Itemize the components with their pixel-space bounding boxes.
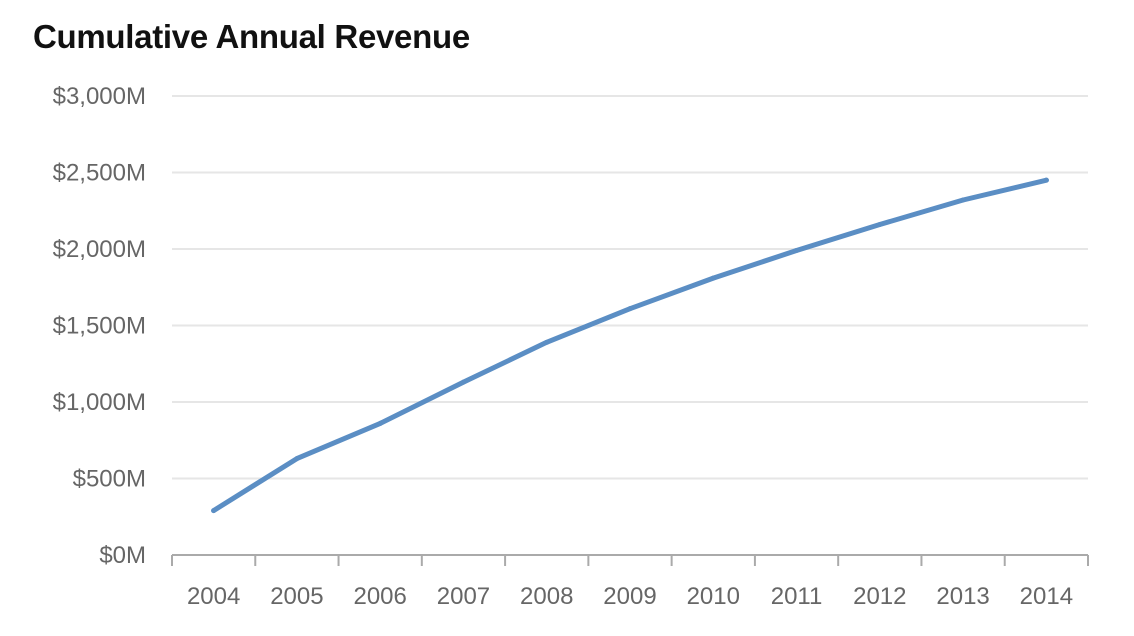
x-tick-label: 2008 — [520, 583, 573, 610]
x-tick-label: 2014 — [1020, 583, 1073, 610]
x-tick-label: 2004 — [187, 583, 240, 610]
data-point — [460, 379, 466, 385]
series-line — [211, 177, 1049, 514]
x-tick-label: 2009 — [603, 583, 656, 610]
x-tick-label: 2011 — [771, 583, 823, 610]
data-point — [710, 275, 716, 281]
x-tick-label: 2010 — [687, 583, 740, 610]
y-tick-label: $3,000M — [53, 83, 146, 110]
x-tick-label: 2007 — [437, 583, 490, 610]
y-tick-label: $1,500M — [53, 313, 146, 340]
data-point — [960, 197, 966, 203]
y-axis-labels: $0M $500M $1,000M $1,500M $2,000M $2,500M $3,0… — [53, 83, 146, 569]
x-tick-label: 2005 — [270, 583, 323, 610]
y-tick-label: $2,000M — [53, 236, 146, 263]
x-tick-label: 2013 — [936, 583, 989, 610]
data-point — [1043, 177, 1049, 183]
data-point — [544, 339, 550, 345]
gridlines — [172, 95, 1088, 480]
data-point — [377, 420, 383, 426]
y-tick-label: $2,500M — [53, 160, 146, 187]
y-tick-label: $500M — [73, 466, 146, 493]
x-tick-label: 2012 — [853, 583, 906, 610]
data-point — [211, 508, 217, 514]
y-tick-label: $1,000M — [53, 389, 146, 416]
x-tick-label: 2006 — [353, 583, 406, 610]
series-group — [211, 177, 1049, 514]
data-point — [794, 248, 800, 254]
data-point — [877, 222, 883, 228]
x-axis — [171, 554, 1089, 566]
x-axis-labels: 2004 2005 2006 2007 2008 2009 2010 2011 2012 2013… — [187, 583, 1073, 610]
data-point — [627, 306, 633, 312]
chart-title: Cumulative Annual Revenue — [33, 18, 470, 55]
y-tick-label: $0M — [99, 542, 146, 569]
data-point — [294, 456, 300, 462]
